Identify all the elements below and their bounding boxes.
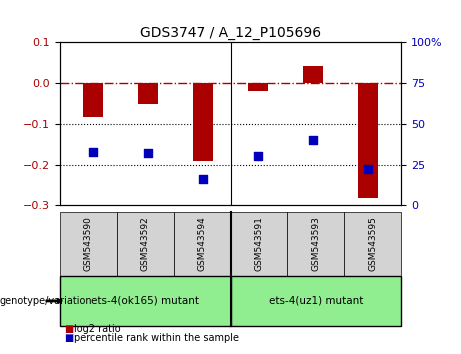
Text: genotype/variation: genotype/variation <box>0 296 93 306</box>
Point <box>254 154 262 159</box>
Text: ■: ■ <box>65 333 74 343</box>
Point <box>309 137 317 143</box>
Title: GDS3747 / A_12_P105696: GDS3747 / A_12_P105696 <box>140 26 321 40</box>
Bar <box>138 83 158 104</box>
Text: percentile rank within the sample: percentile rank within the sample <box>74 333 239 343</box>
Bar <box>193 83 213 161</box>
Bar <box>359 83 378 198</box>
Bar <box>248 83 268 91</box>
Text: ets-4(ok165) mutant: ets-4(ok165) mutant <box>91 296 199 306</box>
Text: GSM543591: GSM543591 <box>254 216 263 271</box>
Text: ■: ■ <box>65 324 74 334</box>
Text: ets-4(uz1) mutant: ets-4(uz1) mutant <box>269 296 363 306</box>
Point <box>144 150 152 156</box>
Bar <box>303 66 323 83</box>
Point <box>89 149 97 154</box>
Text: GSM543590: GSM543590 <box>84 216 93 271</box>
Text: log2 ratio: log2 ratio <box>74 324 120 334</box>
Text: GSM543594: GSM543594 <box>198 216 207 271</box>
Point <box>199 176 207 182</box>
Bar <box>83 83 103 116</box>
Text: GSM543592: GSM543592 <box>141 216 150 271</box>
Point <box>364 167 372 172</box>
Text: GSM543593: GSM543593 <box>311 216 320 271</box>
Text: GSM543595: GSM543595 <box>368 216 377 271</box>
